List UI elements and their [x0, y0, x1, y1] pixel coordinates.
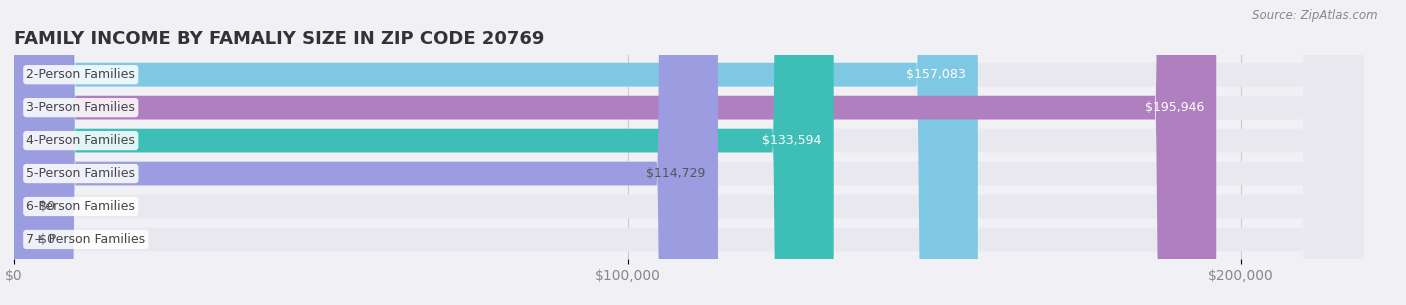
- Text: $195,946: $195,946: [1144, 101, 1204, 114]
- FancyBboxPatch shape: [14, 0, 977, 305]
- FancyBboxPatch shape: [14, 0, 1364, 305]
- FancyBboxPatch shape: [14, 0, 1216, 305]
- Text: 4-Person Families: 4-Person Families: [27, 134, 135, 147]
- Text: $0: $0: [38, 233, 55, 246]
- FancyBboxPatch shape: [14, 0, 1364, 305]
- FancyBboxPatch shape: [14, 0, 1364, 305]
- Text: $157,083: $157,083: [905, 68, 966, 81]
- FancyBboxPatch shape: [14, 0, 1364, 305]
- Text: FAMILY INCOME BY FAMALIY SIZE IN ZIP CODE 20769: FAMILY INCOME BY FAMALIY SIZE IN ZIP COD…: [14, 30, 544, 48]
- Text: 3-Person Families: 3-Person Families: [27, 101, 135, 114]
- Text: $0: $0: [38, 200, 55, 213]
- FancyBboxPatch shape: [14, 0, 1364, 305]
- Text: $133,594: $133,594: [762, 134, 821, 147]
- Text: $114,729: $114,729: [647, 167, 706, 180]
- Text: 6-Person Families: 6-Person Families: [27, 200, 135, 213]
- Text: Source: ZipAtlas.com: Source: ZipAtlas.com: [1253, 9, 1378, 22]
- Text: 2-Person Families: 2-Person Families: [27, 68, 135, 81]
- FancyBboxPatch shape: [14, 0, 834, 305]
- Text: 7+ Person Families: 7+ Person Families: [27, 233, 145, 246]
- Text: 5-Person Families: 5-Person Families: [27, 167, 135, 180]
- FancyBboxPatch shape: [14, 0, 1364, 305]
- FancyBboxPatch shape: [14, 0, 718, 305]
